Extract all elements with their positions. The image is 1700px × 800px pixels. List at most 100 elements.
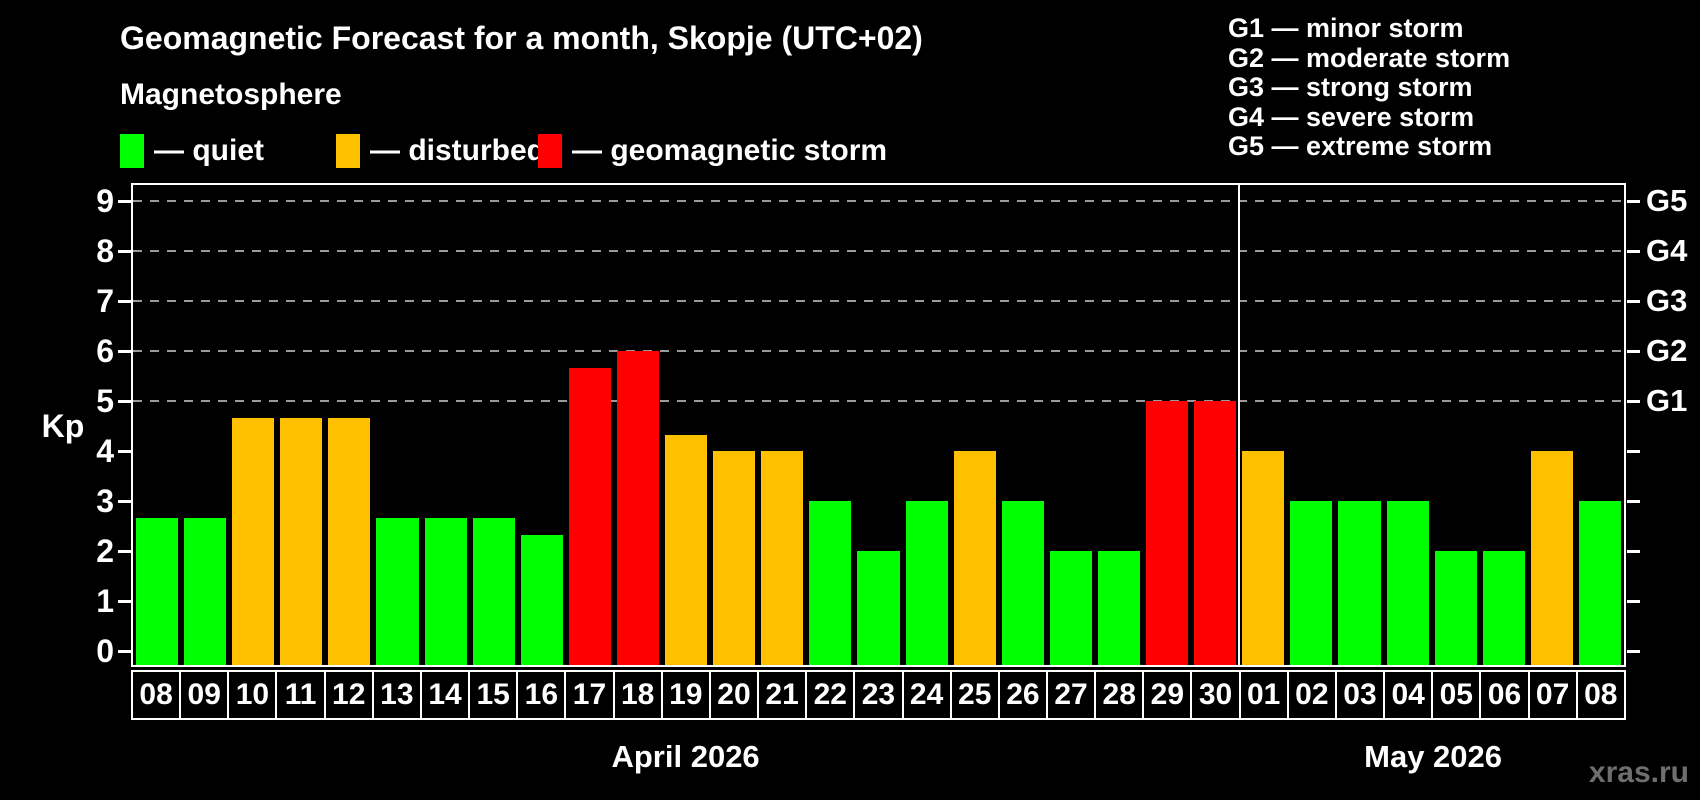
y-axis-tick-left [118, 500, 131, 503]
date-cell-28: 28 [1094, 670, 1145, 720]
bar-day-28 [1097, 551, 1141, 665]
date-cell-25: 25 [949, 670, 1000, 720]
bar-day-02 [1290, 501, 1333, 665]
kp-axis-title: Kp [41, 408, 85, 444]
bar-day-19 [665, 434, 708, 665]
legend-item-storm: — geomagnetic storm [538, 134, 887, 168]
y-axis-tick-right [1627, 450, 1640, 453]
legend-swatch-storm [538, 134, 562, 168]
y-axis-label-6: 6 [96, 333, 114, 369]
bar-day-16 [520, 534, 563, 665]
date-cell-08: 08 [1575, 670, 1626, 720]
bar-day-18 [616, 351, 660, 665]
date-cell-09: 09 [179, 670, 230, 720]
bar-day-17 [568, 367, 611, 665]
y-axis-tick-right [1627, 500, 1640, 503]
bar-day-04 [1386, 501, 1429, 665]
y-axis-tick-left [118, 650, 131, 653]
date-cell-08: 08 [131, 670, 182, 720]
y-axis-tick-right [1627, 200, 1640, 203]
date-cell-13: 13 [371, 670, 422, 720]
bar-day-26 [1001, 501, 1044, 665]
legend-swatch-disturbed [336, 134, 360, 168]
month-separator [1238, 185, 1241, 665]
bar-day-01 [1242, 451, 1285, 665]
gridline-kp6 [133, 350, 1624, 352]
legend-label-storm: — geomagnetic storm [572, 134, 888, 167]
date-cell-04: 04 [1383, 670, 1434, 720]
date-cell-12: 12 [323, 670, 374, 720]
gridline-kp8 [133, 250, 1624, 252]
date-cell-19: 19 [660, 670, 711, 720]
bar-day-21 [761, 451, 804, 665]
date-cell-24: 24 [901, 670, 952, 720]
y-axis-tick-right [1627, 550, 1640, 553]
date-cell-30: 30 [1190, 670, 1241, 720]
y-axis-tick-left [118, 300, 131, 303]
date-cell-03: 03 [1334, 670, 1386, 720]
y-axis-tick-right [1627, 400, 1640, 403]
month-label-may: May 2026 [1364, 739, 1503, 774]
bar-day-08 [1578, 501, 1621, 665]
subtitle-magnetosphere: Magnetosphere [120, 78, 342, 111]
date-cell-15: 15 [468, 670, 519, 720]
legend-item-disturbed: — disturbed [336, 134, 545, 168]
date-cell-21: 21 [757, 670, 808, 720]
watermark-xras: xras.ru [1588, 756, 1689, 789]
bar-day-20 [713, 451, 756, 665]
date-cell-26: 26 [997, 670, 1048, 720]
legend-label-disturbed: — disturbed [370, 134, 546, 167]
y-axis-tick-left [118, 400, 131, 403]
bar-day-05 [1434, 551, 1477, 665]
bar-day-09 [184, 517, 227, 665]
date-cell-11: 11 [275, 670, 326, 720]
gridline-kp9 [133, 200, 1624, 202]
date-cell-10: 10 [227, 670, 278, 720]
storm-scale-line: G1 — minor storm [1228, 13, 1464, 43]
g-scale-label-g1: G1 [1646, 383, 1688, 418]
y-axis-tick-right [1627, 250, 1640, 253]
gridline-kp7 [133, 300, 1624, 302]
date-cell-20: 20 [708, 670, 760, 720]
date-cell-05: 05 [1431, 670, 1482, 720]
bar-day-15 [472, 517, 515, 665]
y-axis-tick-left [118, 550, 131, 553]
legend-swatch-quiet [120, 134, 144, 168]
y-axis-tick-left [118, 450, 131, 453]
bar-day-22 [809, 501, 852, 665]
y-axis-tick-right [1627, 300, 1640, 303]
page-title: Geomagnetic Forecast for a month, Skopje… [120, 20, 923, 56]
y-axis-label-2: 2 [96, 533, 114, 569]
bar-day-12 [328, 417, 371, 665]
bar-day-06 [1482, 551, 1525, 665]
bar-day-30 [1194, 401, 1237, 665]
y-axis-label-8: 8 [96, 233, 114, 269]
y-axis-label-5: 5 [96, 383, 114, 419]
storm-scale-line: G2 — moderate storm [1228, 42, 1511, 73]
y-axis-tick-right [1627, 600, 1640, 603]
date-cell-01: 01 [1238, 670, 1289, 720]
y-axis-label-7: 7 [96, 283, 114, 319]
bar-day-24 [905, 501, 948, 665]
bar-day-23 [857, 551, 900, 665]
bar-day-27 [1049, 551, 1092, 665]
y-axis-tick-left [118, 600, 131, 603]
storm-scale-line: G4 — severe storm [1228, 101, 1475, 132]
date-cell-18: 18 [612, 670, 663, 720]
bar-day-10 [232, 417, 275, 665]
bar-day-03 [1338, 501, 1381, 665]
bar-day-14 [424, 517, 467, 665]
bar-day-13 [376, 517, 419, 665]
gridline-kp5 [133, 400, 1624, 402]
legend-item-quiet: — quiet [120, 134, 264, 168]
legend-label-quiet: — quiet [154, 134, 264, 167]
y-axis-label-1: 1 [96, 583, 114, 619]
date-cell-06: 06 [1479, 670, 1530, 720]
date-cell-07: 07 [1527, 670, 1578, 720]
date-cell-23: 23 [853, 670, 904, 720]
date-cell-17: 17 [564, 670, 615, 720]
y-axis-tick-left [118, 350, 131, 353]
bar-day-29 [1146, 401, 1189, 665]
bar-day-08 [136, 517, 179, 665]
